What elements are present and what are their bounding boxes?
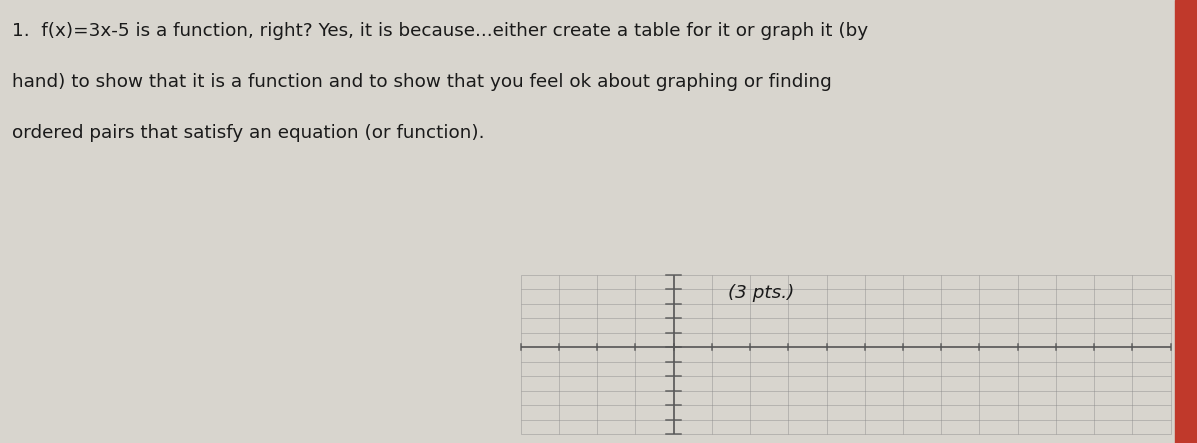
Text: hand) to show that it is a function and to show that you feel ok about graphing : hand) to show that it is a function and … (12, 73, 832, 91)
Text: ordered pairs that satisfy an equation (or function).: ordered pairs that satisfy an equation (… (12, 124, 485, 142)
Text: 1.  f(x)=3x-5 is a function, right? Yes, it is because...either create a table f: 1. f(x)=3x-5 is a function, right? Yes, … (12, 22, 868, 40)
Bar (1175, 0, 1197, 443)
Text: (3 pts.): (3 pts.) (728, 284, 794, 302)
